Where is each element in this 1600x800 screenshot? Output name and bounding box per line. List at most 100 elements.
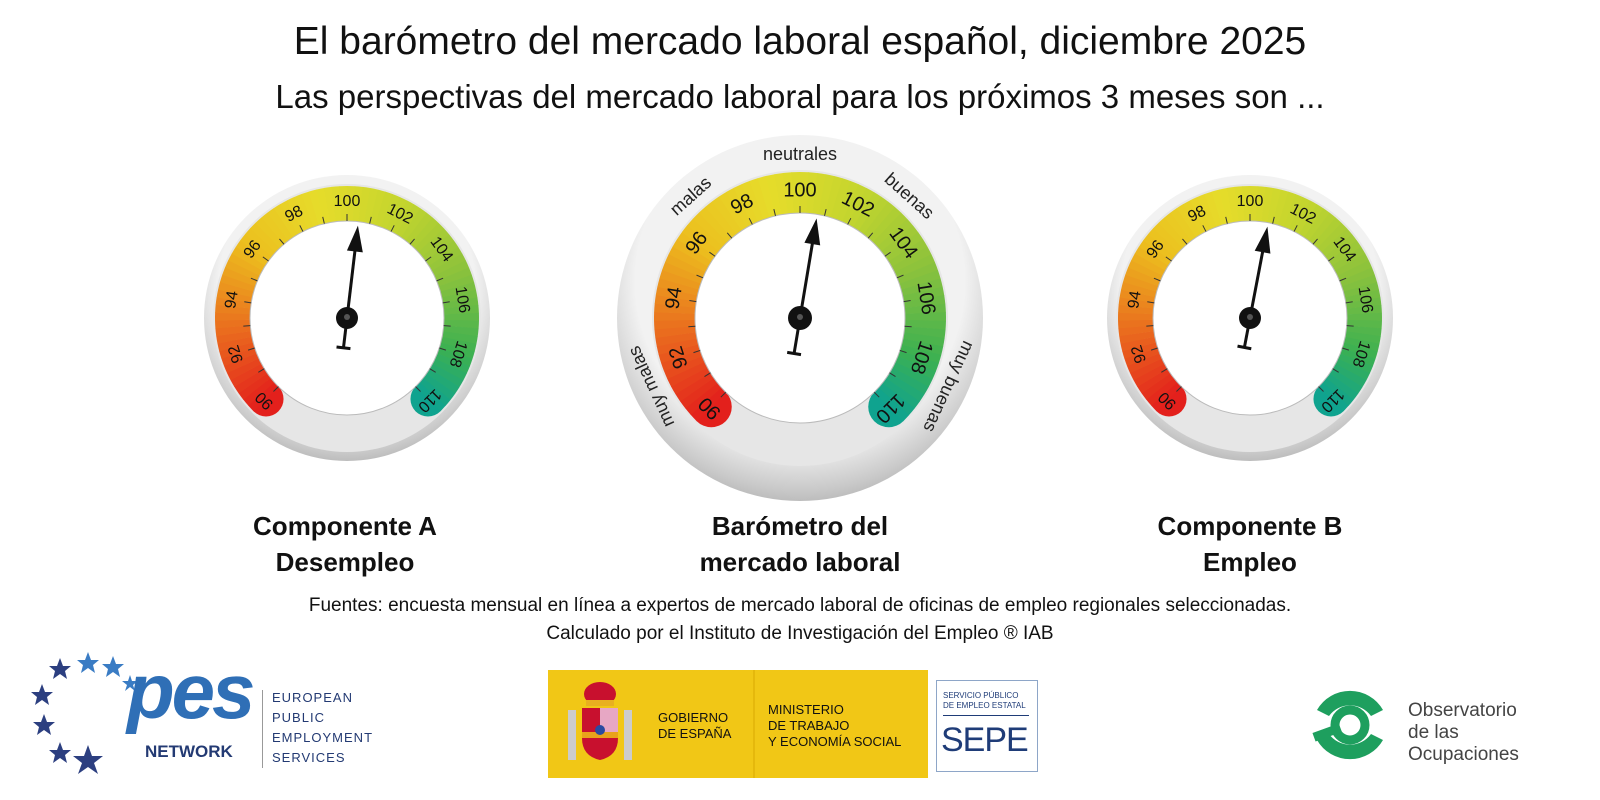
scale-band-segment (824, 176, 843, 218)
scale-tick (688, 325, 696, 328)
scale-tick (1146, 325, 1154, 327)
scale-band-segment (667, 361, 708, 387)
scale-band-segment (225, 260, 260, 281)
scale-tick (884, 251, 891, 257)
pes-line: EUROPEAN (272, 690, 353, 705)
scale-band-segment (705, 201, 737, 239)
scale-band-segment (422, 373, 456, 401)
ministerio-text: MINISTERIO DE TRABAJO Y ECONOMÍA SOCIAL (768, 702, 901, 750)
scale-band-segment (903, 326, 946, 339)
scale-tick (847, 217, 852, 225)
scale-tick (258, 368, 265, 373)
observatorio-logo-icon (1312, 690, 1383, 760)
scale-band-segment (1122, 274, 1159, 292)
scale-band-segment (405, 212, 434, 245)
observatorio-line: de las (1408, 722, 1459, 743)
ministerio-line: Y ECONOMÍA SOCIAL (768, 734, 902, 749)
scale-band-segment (1329, 368, 1363, 394)
scale-tick (250, 277, 258, 282)
scale-tick (896, 274, 904, 279)
scale-tick (899, 349, 907, 354)
observatorio-line: Observatorio (1408, 700, 1517, 721)
scale-band-segment (655, 331, 698, 347)
page-subtitle: Las perspectivas del mercado laboral par… (275, 78, 1325, 115)
sources-line: Fuentes: encuesta mensual en línea a exp… (308, 595, 1292, 616)
scale-band-segment (1141, 373, 1174, 400)
scale-tick (1346, 325, 1354, 327)
pes-divider (262, 690, 263, 768)
scale-tick (322, 216, 325, 224)
scale-band-segment (308, 189, 325, 226)
scale-tick (369, 216, 372, 224)
scale-tick (1225, 216, 1228, 224)
scale-tick (1342, 347, 1350, 351)
scale-tick (773, 208, 776, 217)
scale-band-segment (432, 358, 467, 381)
scale-tick (390, 225, 395, 232)
scale-band-segment (1335, 358, 1370, 381)
gauge-needle (786, 218, 821, 357)
scale-band-segment (250, 222, 281, 253)
scale-band-segment (1337, 260, 1373, 282)
scale-tick (720, 391, 727, 398)
scale-tick (409, 238, 415, 245)
scale-band-segment (1131, 253, 1166, 276)
scale-band-segment (426, 368, 460, 394)
logo-divider (753, 670, 755, 778)
scale-band-segment (255, 217, 285, 249)
scale-tick (299, 225, 304, 232)
scale-tick (1153, 277, 1161, 282)
scale-tick (726, 232, 733, 239)
gauge-label-componente-a: Componente A Desempleo (195, 508, 495, 580)
scale-tick (873, 391, 880, 398)
pes-network-text: NETWORK (145, 742, 233, 761)
scale-band-segment (868, 206, 902, 243)
scale-band-segment (431, 253, 466, 277)
sepe-logo: SERVICIO PÚBLICO DE EMPLEO ESTATAL SEPE (936, 680, 1038, 772)
scale-band-segment (434, 260, 470, 282)
scale-band-segment (874, 387, 910, 422)
scale-tick (1202, 225, 1207, 232)
needle-shaft (341, 245, 358, 348)
calculated-by-line: Calculado por el Instituto de Investigac… (546, 623, 1054, 644)
scale-tick (1150, 347, 1158, 351)
scale-band-segment (301, 191, 320, 228)
scale-tick (1339, 277, 1347, 282)
scale-band-segment (679, 377, 718, 409)
scale-tick (273, 386, 279, 392)
scale-band-segment (358, 186, 371, 223)
scale-tick (1161, 368, 1168, 373)
scale-tick (1318, 386, 1324, 392)
scale-band-segment (1170, 208, 1197, 241)
scale-band-segment (1133, 363, 1168, 387)
scale-tick (262, 256, 269, 262)
scale-band-segment (863, 201, 896, 239)
scale-band-segment (369, 189, 386, 226)
scale-band-segment (230, 363, 265, 387)
scale-band-segment (749, 178, 770, 220)
gauge-label-line: Empleo (1203, 547, 1297, 577)
needle-hub-highlight (797, 314, 803, 320)
scale-tick (1176, 386, 1182, 392)
needle-arrowhead (1254, 226, 1271, 254)
scale-tick-label: 100 (783, 180, 816, 202)
gauge-label-line: Barómetro del (711, 511, 889, 541)
scale-band-segment (896, 262, 939, 285)
scale-tick (903, 299, 911, 303)
needle-hub-highlight (1247, 314, 1253, 320)
scale-band-segment (765, 174, 782, 216)
scale-tick (247, 347, 255, 351)
scale-band-segment (885, 372, 925, 402)
pes-network-logo: pes NETWORK EUROPEAN PUBLIC EMPLOYMENT S… (30, 647, 372, 780)
needle-arrowhead (804, 218, 821, 246)
gauge-label-line: Componente A (253, 511, 437, 541)
scale-tick-label: 92 (225, 343, 247, 365)
sepe-rule (943, 715, 1029, 716)
scale-tick (867, 232, 874, 239)
scale-band-segment (1339, 267, 1375, 287)
scale-band-segment (1308, 212, 1337, 245)
scale-band-segment (1261, 186, 1274, 223)
scale-tick-label: 94 (661, 285, 686, 310)
scale-tick (1165, 256, 1172, 262)
scale-band-segment (1128, 260, 1163, 281)
